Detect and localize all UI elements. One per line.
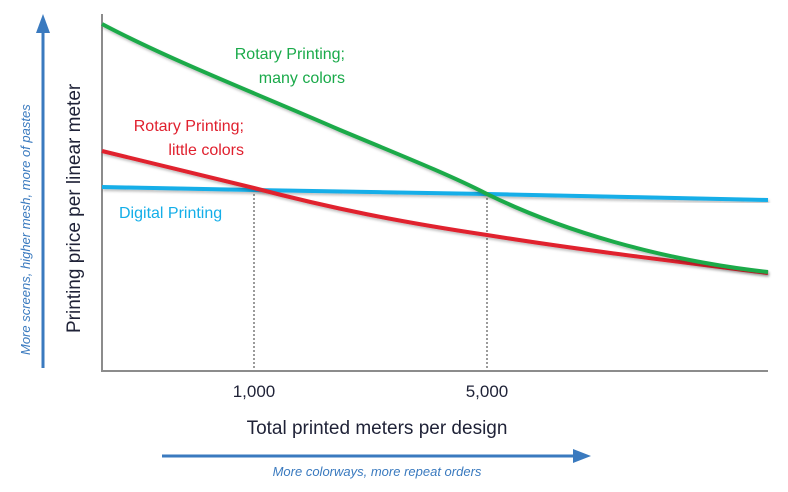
arrow-right-icon <box>573 449 591 463</box>
axes <box>101 14 768 372</box>
x-tick-1000: 1,000 <box>233 382 276 401</box>
label-rotary-little-line1: Rotary Printing; <box>134 118 244 135</box>
arrow-up-icon <box>36 14 50 33</box>
series-rotary-little-colors <box>101 149 769 275</box>
label-rotary-little-line2: little colors <box>168 142 244 159</box>
label-rotary-many-line2: many colors <box>259 70 345 87</box>
x-arrow-text: More colorways, more repeat orders <box>273 464 482 479</box>
x-direction-arrow <box>162 449 591 463</box>
series-rotary-many-colors <box>101 22 769 274</box>
label-rotary-many-line1: Rotary Printing; <box>235 46 345 63</box>
y-direction-arrow <box>36 14 50 368</box>
x-axis-label: Total printed meters per design <box>247 418 508 439</box>
series-digital-printing <box>101 185 769 202</box>
x-tick-5000: 5,000 <box>466 382 509 401</box>
y-arrow-text: More screens, higher mesh, more of paste… <box>18 104 33 355</box>
y-axis-label: Printing price per linear meter <box>64 83 85 333</box>
label-digital-printing: Digital Printing <box>119 205 222 222</box>
